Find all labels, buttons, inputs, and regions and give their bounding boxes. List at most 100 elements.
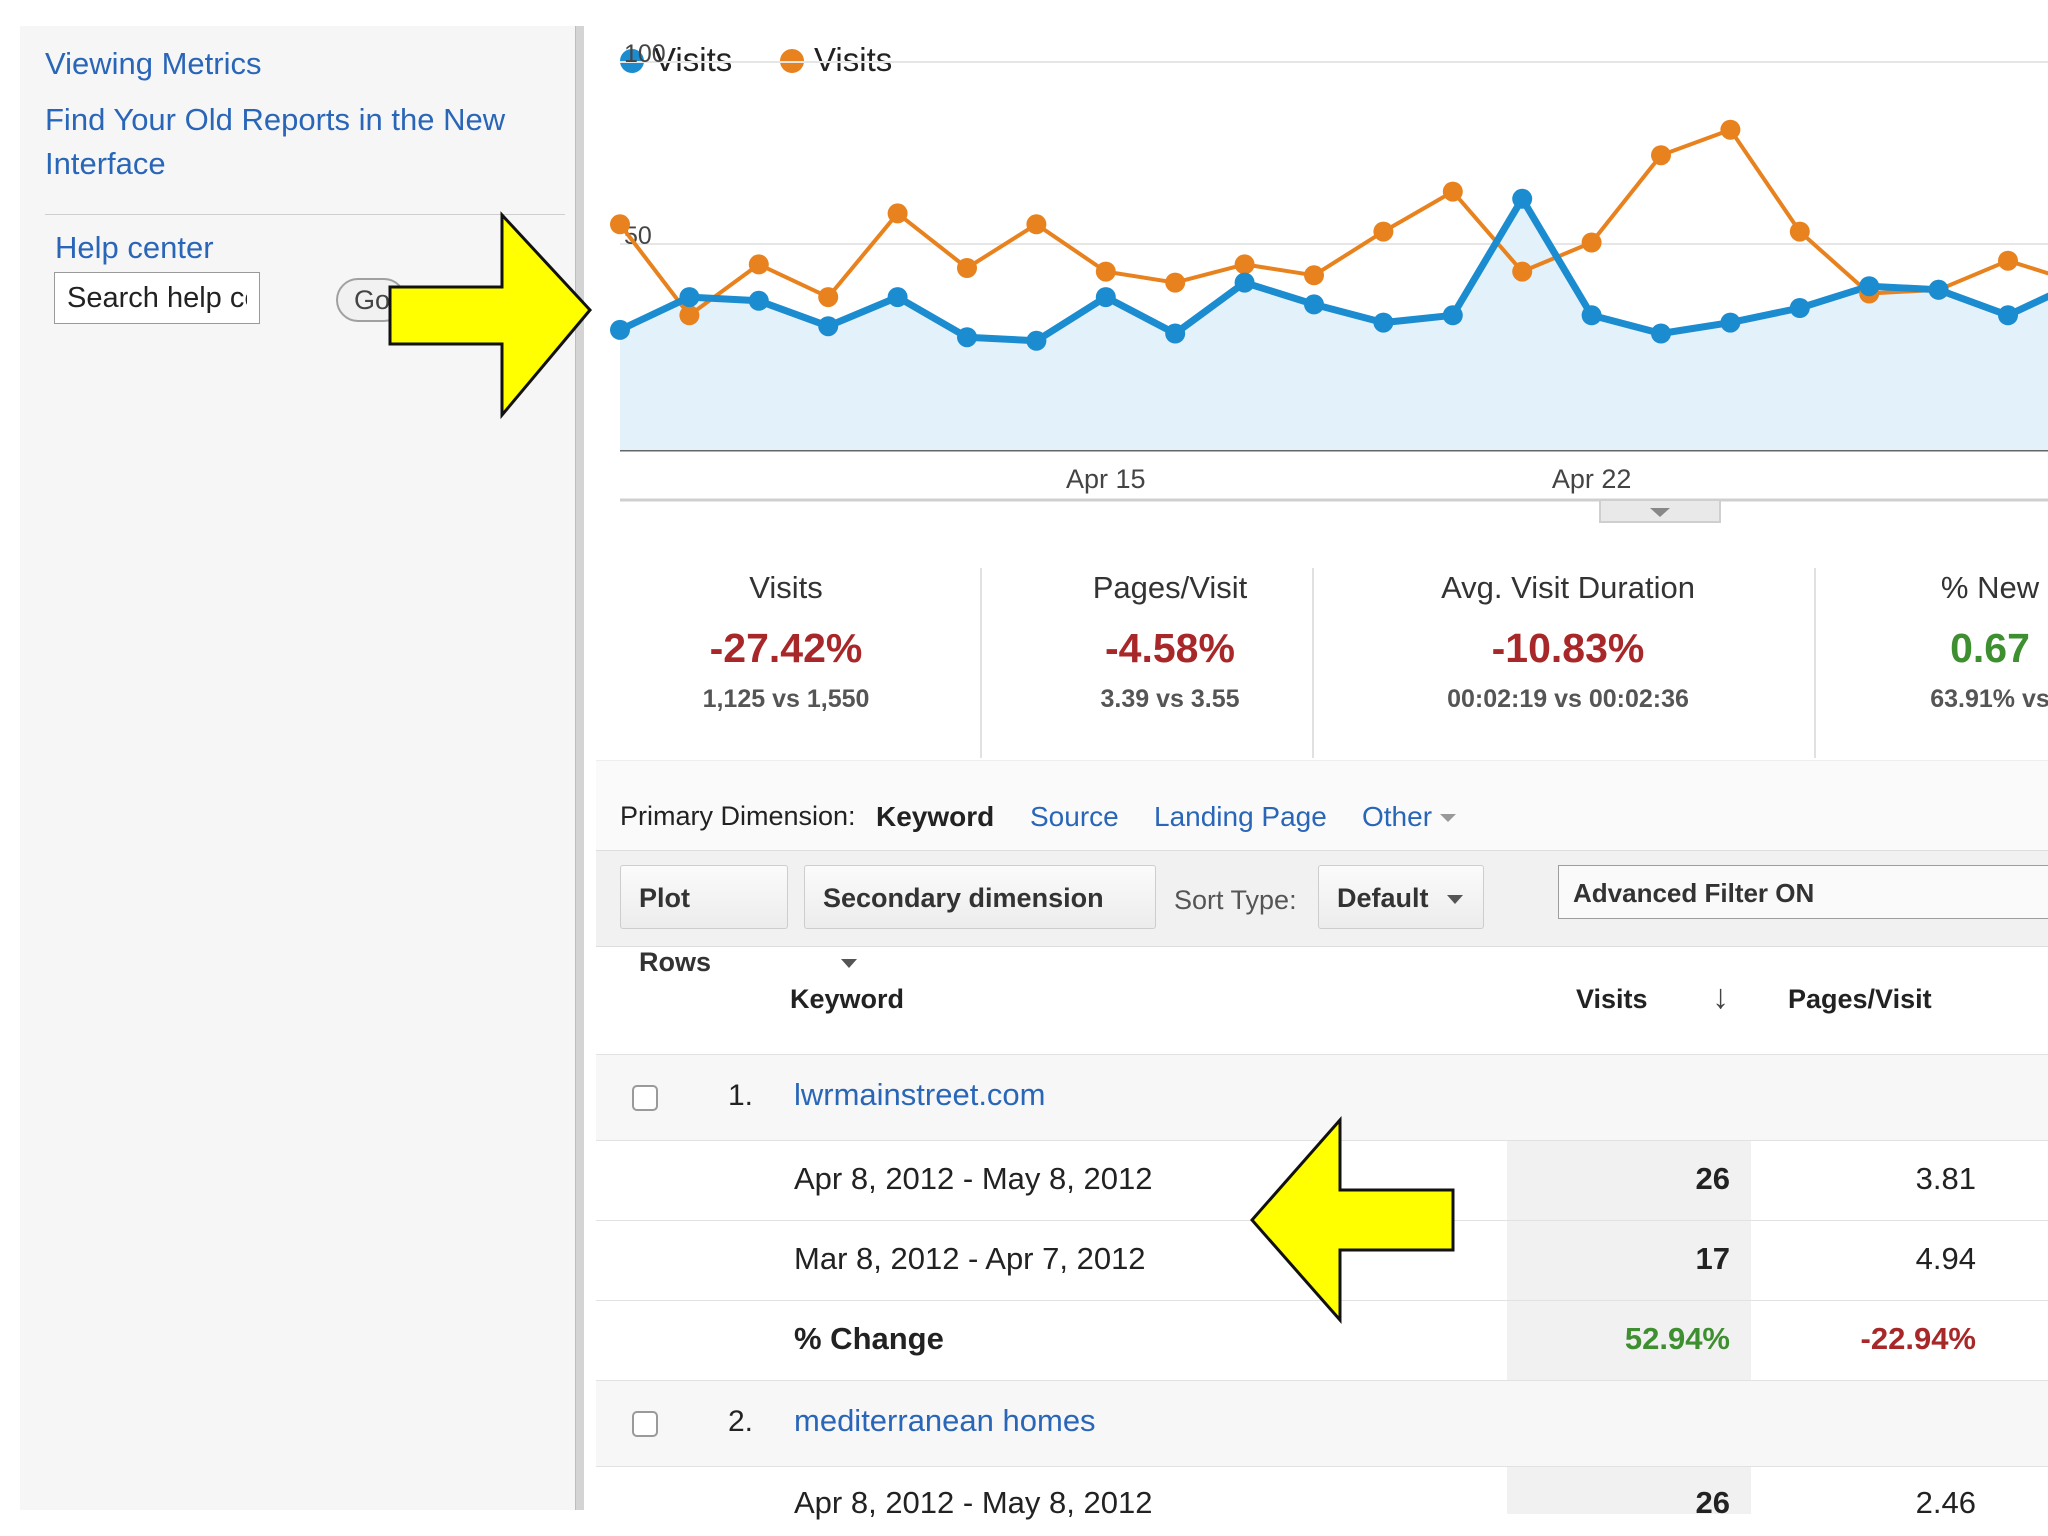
visits-value: 26	[1695, 1485, 1730, 1520]
primary-dimension-label: Primary Dimension:	[620, 801, 856, 831]
data-point-previous	[1095, 261, 1116, 282]
chevron-down-icon	[1650, 508, 1670, 517]
pages-visit-change-value: -22.94%	[1860, 1321, 1976, 1356]
x-tick-label: Apr 22	[1552, 464, 1632, 494]
data-point-current	[1373, 312, 1394, 333]
metric-separator	[1312, 568, 1314, 758]
viewing-metrics-link[interactable]: Viewing Metrics	[45, 46, 262, 81]
pages-visit-value: 3.81	[1915, 1161, 1976, 1196]
x-tick-label: Apr 15	[1066, 464, 1146, 494]
column-header-keyword[interactable]: Keyword	[790, 984, 905, 1014]
table-row: Apr 8, 2012 - May 8, 2012 26 2.46	[596, 1466, 2048, 1527]
help-go-button[interactable]: Go	[336, 278, 406, 322]
data-point-previous	[748, 254, 769, 275]
data-point-previous	[818, 287, 839, 308]
data-point-current	[1651, 323, 1671, 344]
data-point-previous	[957, 258, 977, 278]
secondary-dimension-dropdown[interactable]: Secondary dimension	[804, 865, 1156, 968]
sidebar-divider-line	[45, 214, 565, 215]
sort-type-dropdown[interactable]: Default	[1318, 865, 1484, 929]
data-point-current	[957, 327, 977, 348]
data-point-current	[1304, 294, 1324, 315]
data-point-current	[748, 290, 769, 311]
column-header-visits[interactable]: Visits	[1576, 984, 1648, 1014]
sort-descending-icon[interactable]: ↓	[1712, 978, 1729, 1016]
data-point-previous	[887, 203, 908, 224]
date-range-label: Apr 8, 2012 - May 8, 2012	[794, 1485, 1153, 1520]
series-line-visits-current	[618, 195, 2048, 345]
help-sidebar: Viewing Metrics Find Your Old Reports in…	[20, 26, 575, 1510]
data-point-current	[1928, 279, 1949, 300]
secondary-dimension-label: Secondary dimension	[823, 883, 1104, 913]
summary-metrics: Visits -27.42% 1,125 vs 1,550 Pages/Visi…	[596, 540, 2048, 758]
data-point-previous	[1234, 254, 1255, 275]
metric-compare: 1,125 vs 1,550	[702, 685, 870, 713]
data-point-previous	[1651, 145, 1671, 166]
metric-change: -4.58%	[1105, 625, 1235, 671]
data-point-current	[1512, 188, 1533, 209]
advanced-filter-field[interactable]: Advanced Filter ON	[1558, 865, 2048, 919]
data-point-current	[1720, 312, 1741, 333]
table-row[interactable]: 2. mediterranean homes	[596, 1380, 2048, 1467]
visits-change-value: 52.94%	[1624, 1321, 1730, 1356]
metric-name: Avg. Visit Duration	[1441, 570, 1695, 605]
dimension-other-label: Other	[1362, 801, 1433, 832]
metric-change: 0.67	[1950, 625, 2030, 671]
date-range-label: Apr 8, 2012 - May 8, 2012	[794, 1161, 1153, 1196]
data-point-previous	[679, 305, 700, 326]
y-tick-label: 100	[624, 40, 666, 68]
data-point-current	[1789, 298, 1810, 318]
data-point-current	[1859, 276, 1880, 297]
keyword-link[interactable]: lwrmainstreet.com	[794, 1077, 1046, 1112]
sort-type-value: Default	[1337, 883, 1429, 913]
primary-dimension-bar: Primary Dimension: Keyword Source Landin…	[596, 760, 2048, 851]
dimension-source[interactable]: Source	[1030, 801, 1119, 832]
dimension-keyword[interactable]: Keyword	[876, 801, 995, 832]
row-checkbox[interactable]	[632, 1411, 658, 1437]
row-checkbox[interactable]	[632, 1085, 658, 1111]
help-center-link[interactable]: Help center	[55, 230, 214, 265]
find-old-reports-link[interactable]: Find Your Old Reports in the New Interfa…	[45, 102, 506, 181]
dimension-other-dropdown[interactable]: Other	[1362, 801, 1457, 833]
chevron-down-icon	[841, 959, 857, 968]
metric-new-visits[interactable]: % New 0.67 63.91% vs	[1820, 540, 2048, 716]
legend-item-visits-current[interactable]: Visits	[620, 40, 732, 80]
panel-divider[interactable]	[575, 26, 584, 1510]
chevron-down-icon	[1446, 895, 1463, 904]
metric-compare: 3.39 vs 3.55	[1100, 685, 1240, 713]
data-point-previous	[1720, 119, 1741, 140]
table-row[interactable]: 1. lwrmainstreet.com	[596, 1054, 2048, 1141]
row-index: 1.	[728, 1079, 754, 1112]
plot-rows-button[interactable]: Plot Rows	[620, 865, 788, 977]
metric-separator	[1814, 568, 1816, 758]
percent-change-label: % Change	[794, 1321, 944, 1356]
legend-label: Visits	[654, 41, 733, 78]
data-point-current	[1165, 323, 1186, 344]
dimension-landing-page[interactable]: Landing Page	[1154, 801, 1327, 832]
metric-change: -10.83%	[1491, 625, 1645, 671]
series-line-visits-previous	[618, 127, 2048, 318]
help-search-input[interactable]	[54, 272, 260, 324]
metric-pages-visit[interactable]: Pages/Visit -4.58% 3.39 vs 3.55	[984, 540, 1356, 716]
column-header-pages-visit[interactable]: Pages/Visit	[1788, 984, 1932, 1014]
data-point-previous	[1581, 232, 1602, 253]
data-point-previous	[610, 214, 630, 235]
data-point-current	[1095, 287, 1116, 308]
metric-change: -27.42%	[709, 625, 863, 671]
metric-avg-duration[interactable]: Avg. Visit Duration -10.83% 00:02:19 vs …	[1316, 540, 1820, 716]
data-point-current	[818, 316, 839, 337]
metric-name: Visits	[749, 570, 823, 605]
legend-label: Visits	[814, 41, 893, 78]
metric-compare: 00:02:19 vs 00:02:36	[1447, 685, 1689, 713]
data-point-previous	[1304, 265, 1324, 286]
data-point-previous	[1165, 272, 1186, 293]
metric-visits[interactable]: Visits -27.42% 1,125 vs 1,550	[596, 540, 976, 716]
metric-compare: 63.91% vs	[1930, 685, 2048, 713]
chevron-down-icon	[1440, 814, 1457, 822]
legend-item-visits-previous[interactable]: Visits	[780, 40, 892, 80]
keyword-link[interactable]: mediterranean homes	[794, 1403, 1096, 1438]
metric-separator	[980, 568, 982, 758]
data-point-previous	[1512, 261, 1533, 282]
